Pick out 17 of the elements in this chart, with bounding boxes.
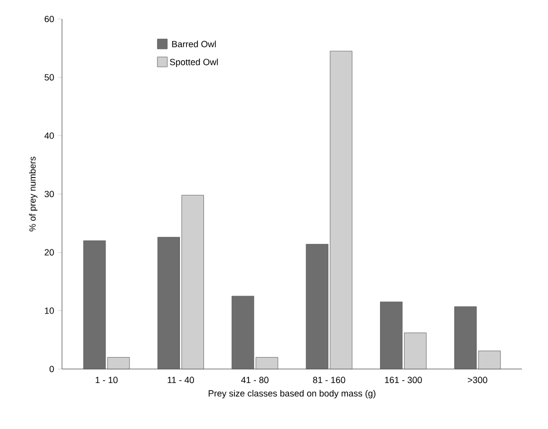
y-tick-label: 40 xyxy=(44,132,54,139)
y-tick-label: 50 xyxy=(44,74,54,81)
y-tick-label: 0 xyxy=(50,366,54,372)
x-tick-label: 41 - 80 xyxy=(241,376,269,384)
y-tick-label: 30 xyxy=(44,190,54,198)
legend-label: Spotted Owl xyxy=(170,58,218,67)
x-tick-label: 1 - 10 xyxy=(96,376,118,384)
x-tick-label: 11 - 40 xyxy=(168,376,194,384)
legend-label: Barred Owl xyxy=(172,40,216,48)
x-tick-label: >300 xyxy=(468,376,488,384)
x-axis-title: Prey size classes based on body mass (g) xyxy=(208,390,376,398)
x-tick-label: 161 - 300 xyxy=(385,376,422,384)
y-tick-label: 60 xyxy=(44,16,54,22)
x-tick-label: 81 - 160 xyxy=(313,376,346,384)
y-tick-label: 20 xyxy=(44,249,54,256)
y-axis-title: % of prey numbers xyxy=(29,156,38,232)
y-tick-label: 10 xyxy=(44,307,54,314)
